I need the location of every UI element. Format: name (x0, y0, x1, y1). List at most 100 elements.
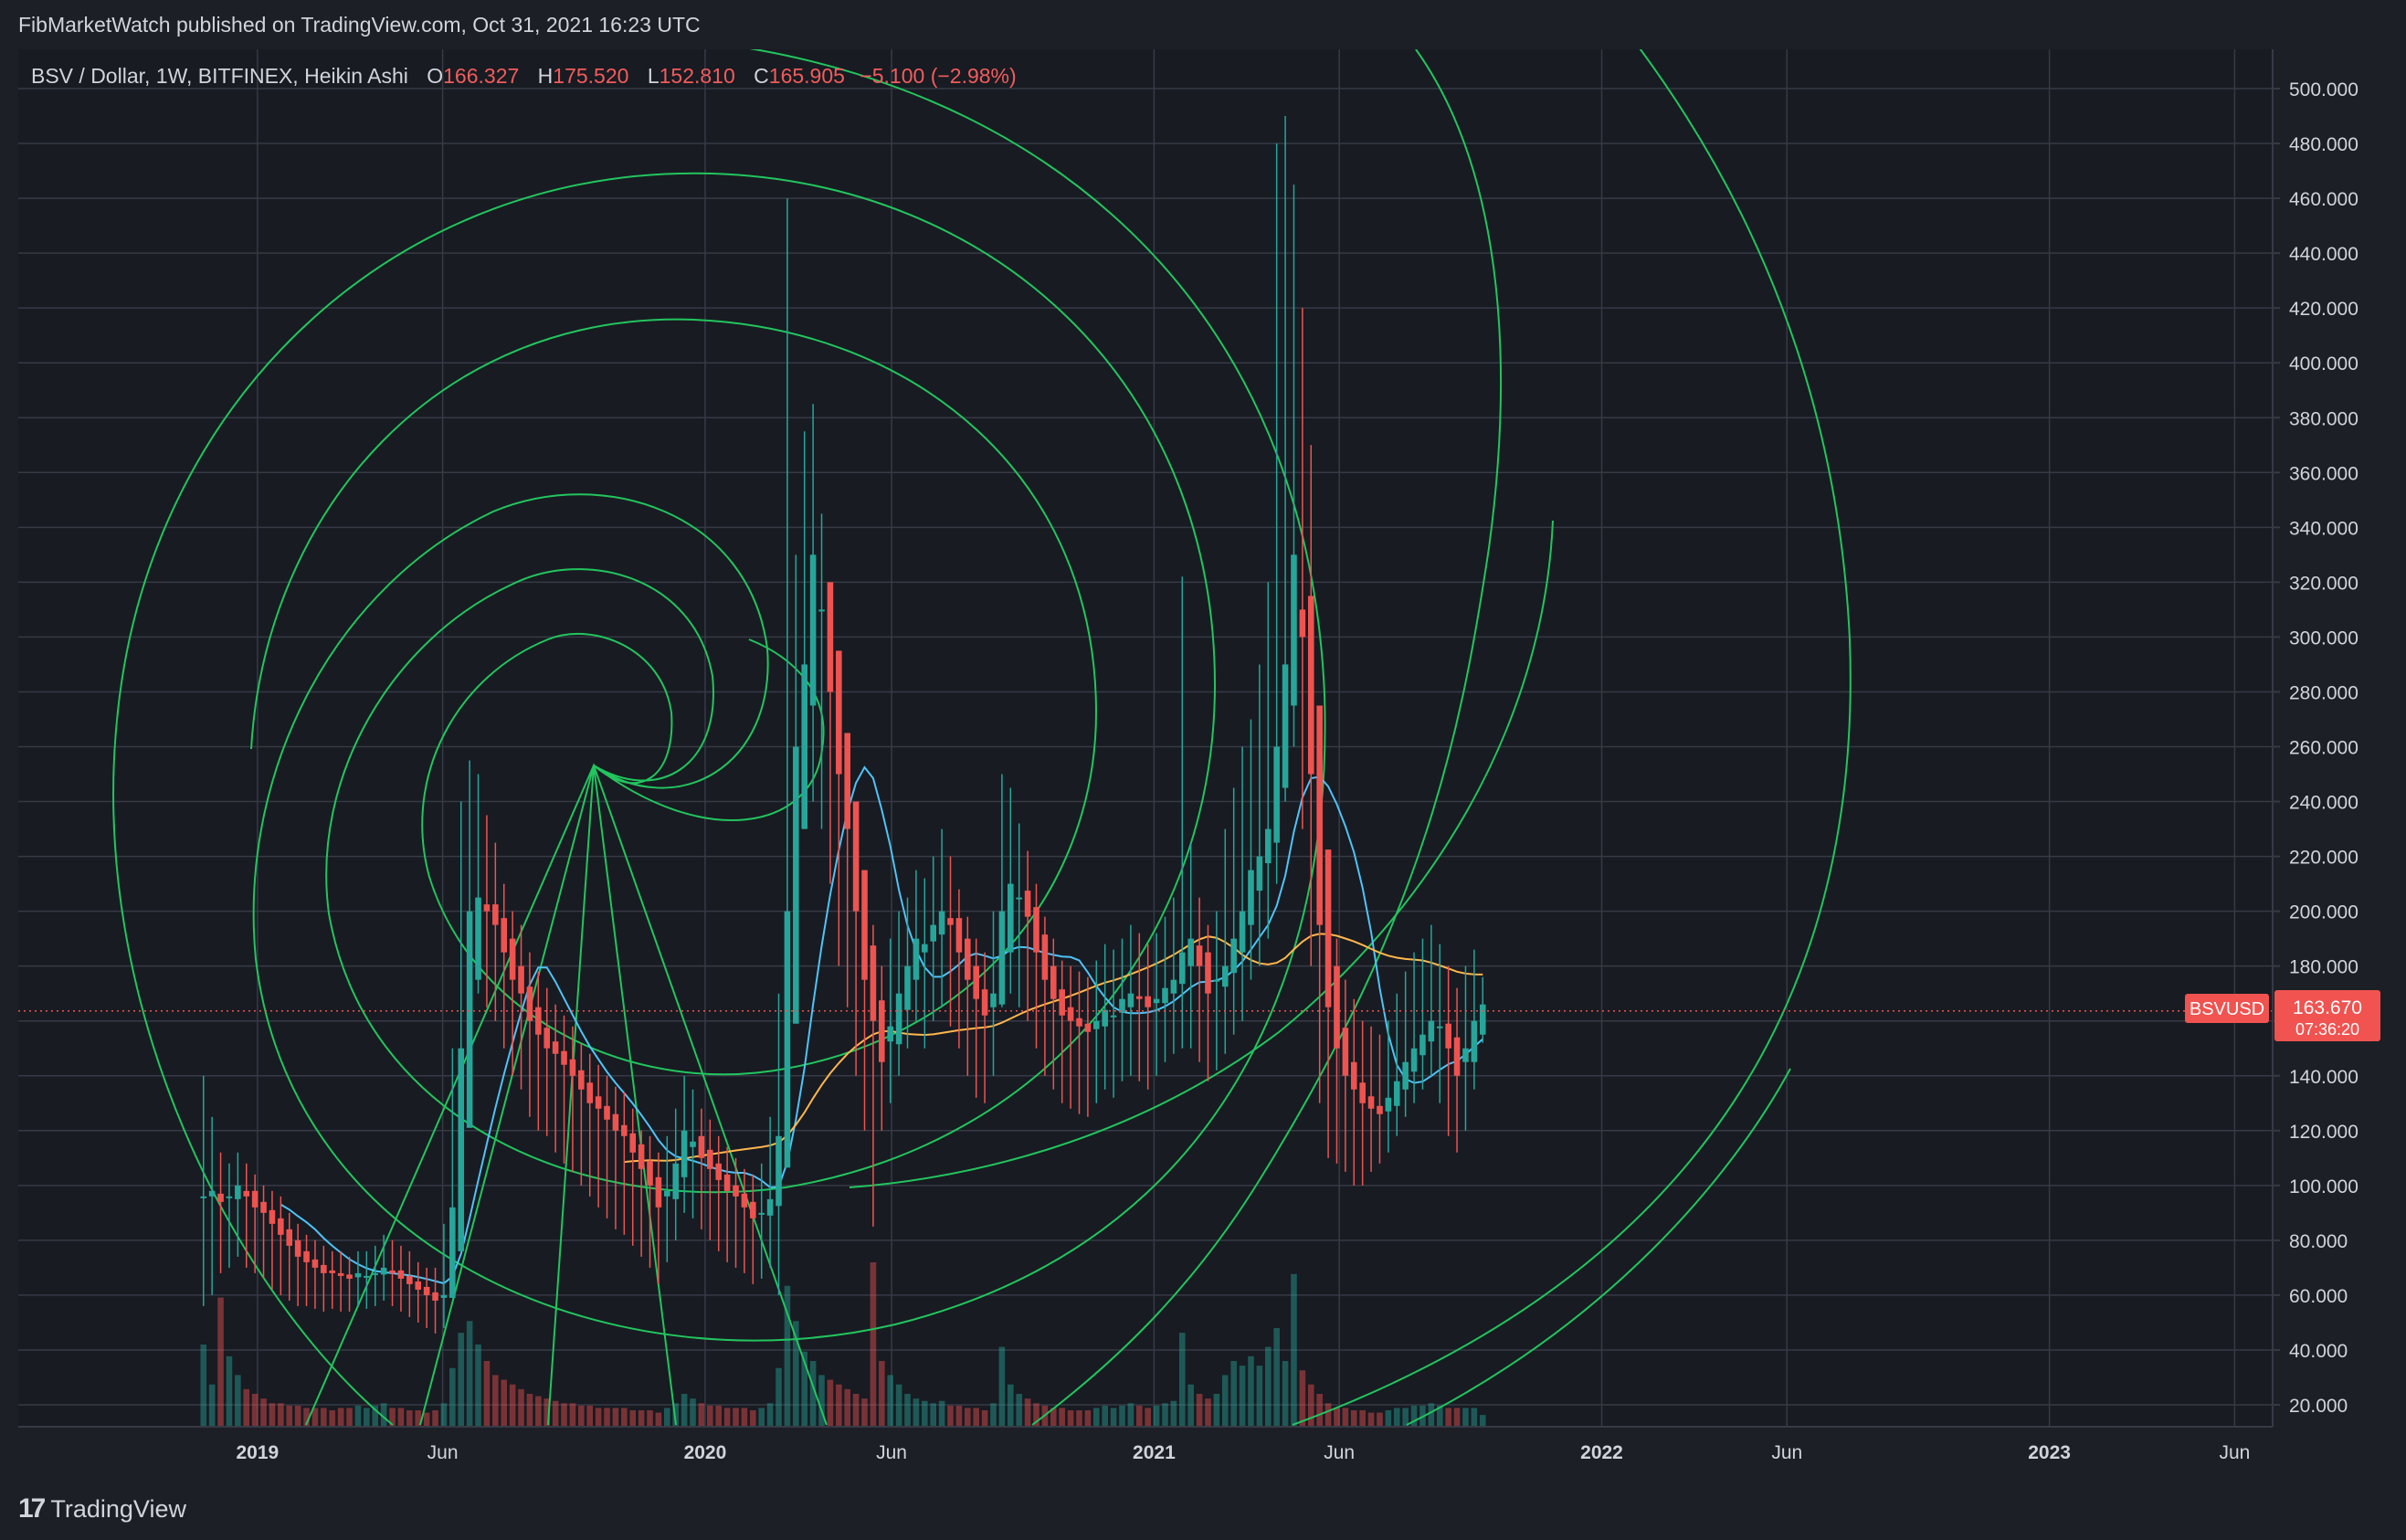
candle (1291, 185, 1297, 747)
price-tag-ticker: BSVUSD (2185, 994, 2269, 1023)
candle (1102, 944, 1108, 1090)
candle (1282, 116, 1289, 802)
volume-bar (741, 1408, 748, 1427)
candle (1324, 849, 1332, 1158)
volume-bar (1067, 1410, 1074, 1427)
volume-bar (844, 1388, 850, 1427)
close-label: C (754, 64, 769, 88)
candle (604, 1075, 610, 1218)
candle (1350, 998, 1357, 1186)
y-tick-label: 400.000 (2289, 353, 2359, 374)
candle (990, 911, 997, 1076)
candle (1299, 308, 1306, 829)
candle (750, 1174, 756, 1284)
candle (1462, 965, 1469, 1131)
candle (938, 828, 945, 1007)
candle (509, 911, 516, 1076)
candle (1041, 916, 1049, 1076)
volume-bar (269, 1403, 276, 1427)
tradingview-logo[interactable]: 17 TradingView (18, 1493, 186, 1524)
candle (887, 938, 893, 1103)
volume-bar (922, 1400, 928, 1427)
candle (1162, 916, 1168, 1062)
y-tick-label: 420.000 (2289, 299, 2359, 320)
volume-bar (870, 1262, 877, 1427)
candle (1127, 924, 1134, 1076)
volume-bar (707, 1405, 713, 1427)
price-tag-value: 163.670 07:36:20 (2274, 990, 2380, 1041)
y-tick-label: 120.000 (2289, 1122, 2359, 1143)
candle (311, 1239, 319, 1309)
volume-bar (303, 1408, 310, 1427)
candle (518, 924, 524, 1090)
high-label: H (537, 64, 554, 88)
y-tick-label: 500.000 (2289, 79, 2359, 100)
candle (861, 870, 868, 1131)
candle (1187, 842, 1194, 1049)
candle (466, 760, 473, 1128)
candle (1342, 979, 1349, 1172)
candle (423, 1267, 430, 1328)
price-chart[interactable]: 20.000 40.000 60.000 80.000 100.000 120.000 14… (0, 17, 2406, 1477)
candle (723, 1146, 731, 1262)
volume-bar (965, 1408, 971, 1427)
volume-bar (1273, 1328, 1280, 1427)
candle (475, 774, 481, 994)
volume-bar (672, 1403, 680, 1427)
volume-bar (723, 1408, 731, 1427)
volume-bar (990, 1403, 997, 1427)
candle (664, 1135, 670, 1262)
candle (535, 971, 542, 1131)
volume-bar (1324, 1403, 1332, 1427)
candle (973, 938, 979, 1098)
chart-area[interactable]: 20.000 40.000 60.000 80.000 100.000 120.000 14… (0, 17, 2406, 1477)
volume-bar (372, 1405, 379, 1427)
volume-bar (913, 1398, 920, 1427)
y-tick-label: 220.000 (2289, 848, 2359, 869)
candle (1453, 987, 1461, 1153)
candle (998, 774, 1006, 1007)
volume-bar (998, 1346, 1006, 1427)
volume-bar (1359, 1410, 1366, 1427)
candle (1419, 938, 1426, 1090)
candle (758, 1163, 765, 1279)
volume-bar (346, 1408, 353, 1427)
volume-bar (1239, 1366, 1246, 1427)
volume-bar (1282, 1361, 1289, 1427)
candle (698, 1108, 705, 1229)
y-tick-label: 340.000 (2289, 518, 2359, 539)
x-tick-label: 2020 (684, 1442, 727, 1463)
volume-bars (200, 1262, 1486, 1427)
volume-bar (981, 1410, 988, 1427)
volume-bar (621, 1408, 628, 1427)
candle (432, 1267, 438, 1334)
volume-bar (561, 1403, 567, 1427)
open-value: 166.327 (443, 64, 520, 88)
volume-bar (879, 1361, 885, 1427)
volume-bar (1033, 1403, 1039, 1427)
candle (1402, 971, 1409, 1117)
candle (913, 870, 920, 1021)
volume-bar (1256, 1366, 1263, 1427)
candle (1205, 924, 1211, 1081)
candle (1170, 897, 1177, 1054)
volume-bar (1299, 1370, 1306, 1427)
candle (1307, 445, 1314, 966)
volume-bar (475, 1345, 481, 1427)
volume-bar (766, 1403, 774, 1427)
y-tick-label: 280.000 (2289, 682, 2359, 703)
symbol-legend: BSV / Dollar, 1W, BITFINEX, Heikin Ashi … (31, 64, 1017, 89)
candle (955, 889, 963, 1049)
price-axis[interactable]: 20.000 40.000 60.000 80.000 100.000 120.000 14… (2273, 79, 2359, 1417)
volume-bar (1102, 1405, 1108, 1427)
volume-bar (1428, 1403, 1435, 1427)
candle (715, 1135, 723, 1251)
ticker-label: BSVUSD (2190, 999, 2264, 1019)
candle (965, 916, 971, 1076)
candle (286, 1212, 293, 1301)
time-axis[interactable]: 2019 Jun 2020 Jun 2021 Jun 2022 Jun 2023 Jun (236, 1442, 2250, 1463)
volume-bar (286, 1405, 293, 1427)
x-tick-label: 2023 (2028, 1442, 2071, 1463)
y-tick-label: 140.000 (2289, 1067, 2359, 1088)
volume-bar (758, 1408, 765, 1427)
